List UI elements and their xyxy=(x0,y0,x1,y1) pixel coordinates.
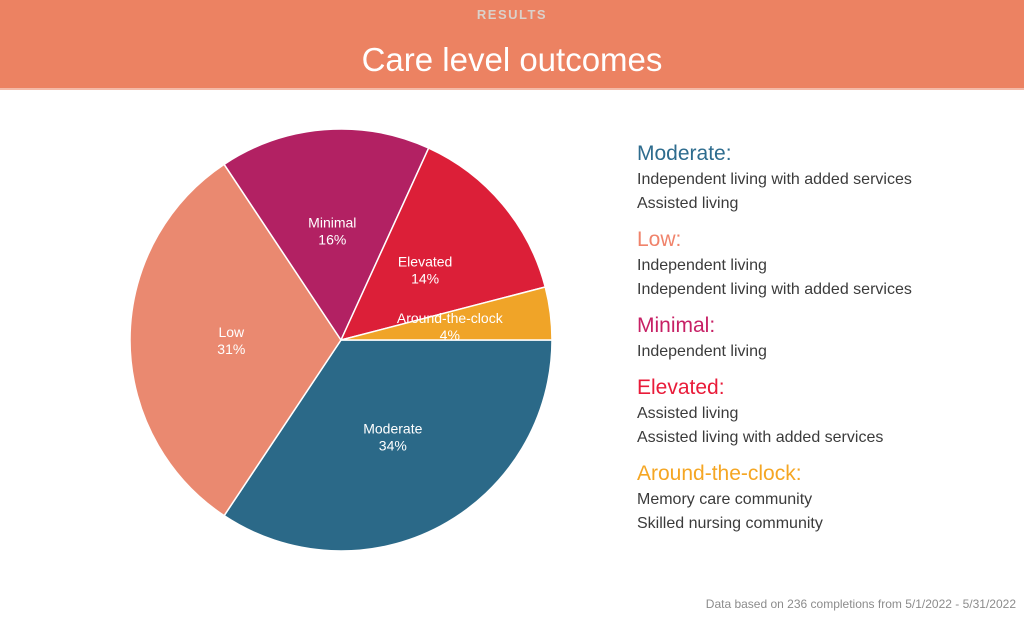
care-level-legend: Moderate: Independent living with added s… xyxy=(637,140,1017,546)
pie-label-moderate: Moderate 34% xyxy=(363,421,422,454)
legend-section-elevated: Elevated: Assisted living Assisted living … xyxy=(637,374,1017,450)
legend-section-low: Low: Independent living Independent living… xyxy=(637,226,1017,302)
pie-label-low: Low 31% xyxy=(217,324,245,357)
pie-slice-around-the-clock xyxy=(340,286,553,341)
footer-note: Data based on 236 completions from 5/1/2… xyxy=(705,597,1016,611)
legend-item: Independent living xyxy=(637,257,767,274)
legend-item: Independent living xyxy=(637,343,767,360)
pie-label-elevated: Elevated 14% xyxy=(398,254,452,287)
header-banner: RESULTS Care level outcomes xyxy=(0,0,1024,90)
legend-item: Skilled nursing community xyxy=(637,515,823,532)
pie-slice-elevated xyxy=(340,147,546,341)
pie-chart-svg: Moderate 34% Low 31% Minimal 16% Elevated 14% Ar… xyxy=(129,128,553,552)
legend-section-around-the-clock: Around-the-clock: Memory care community Sk… xyxy=(637,460,1017,536)
eyebrow-label: RESULTS xyxy=(476,7,548,22)
legend-item: Assisted living xyxy=(637,405,739,422)
legend-heading: Minimal: xyxy=(637,314,716,337)
pie-label-around-the-clock: Around-the-clock 4% xyxy=(397,310,504,343)
legend-item: Independent living with added services xyxy=(637,281,912,298)
legend-heading: Low: xyxy=(637,228,682,251)
legend-item: Assisted living xyxy=(637,195,739,212)
legend-heading: Around-the-clock: xyxy=(637,462,802,485)
page-title: Care level outcomes xyxy=(361,41,663,78)
pie-slice-low xyxy=(129,163,342,517)
legend-section-moderate: Moderate: Independent living with added s… xyxy=(637,140,1017,216)
pie-slice-minimal xyxy=(223,128,430,341)
legend-item: Memory care community xyxy=(637,491,813,508)
legend-heading: Moderate: xyxy=(637,142,732,165)
legend-item: Assisted living with added services xyxy=(637,429,884,446)
legend-item: Independent living with added services xyxy=(637,171,912,188)
care-level-pie-chart: Moderate 34% Low 31% Minimal 16% Elevated 14% Ar… xyxy=(121,120,561,560)
pie-label-minimal: Minimal 16% xyxy=(308,215,356,248)
legend-section-minimal: Minimal: Independent living xyxy=(637,312,1017,364)
legend-heading: Elevated: xyxy=(637,376,725,399)
